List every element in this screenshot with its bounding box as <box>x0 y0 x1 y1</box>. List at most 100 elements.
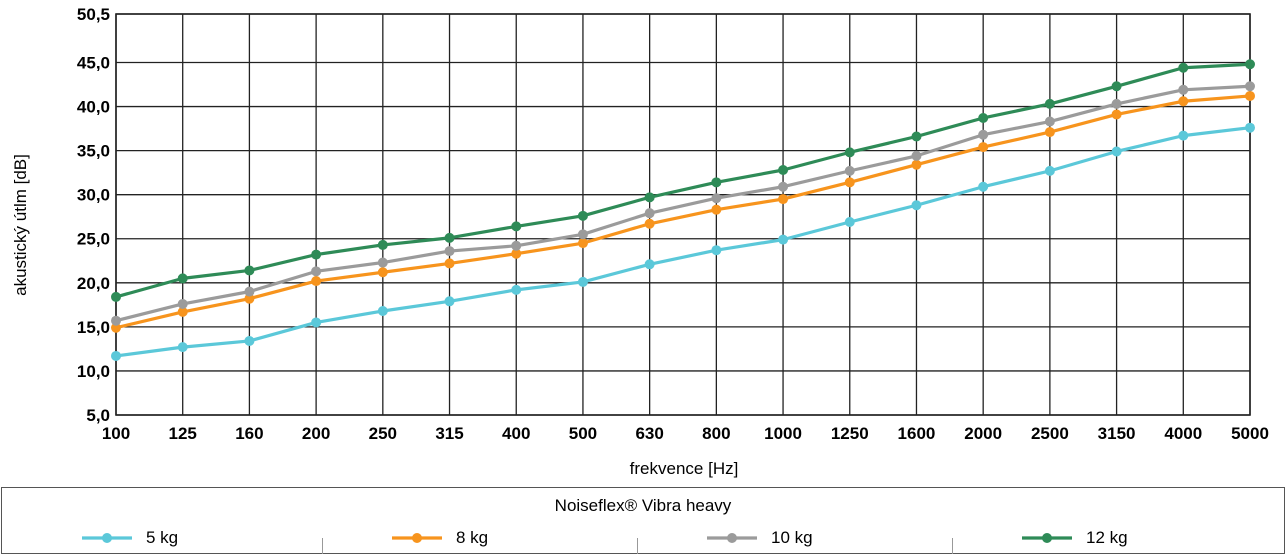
data-point <box>644 192 655 203</box>
x-tick-label: 125 <box>169 424 197 443</box>
y-tick-label: 5,0 <box>86 406 110 425</box>
x-tick-label: 800 <box>702 424 730 443</box>
data-point <box>644 208 655 219</box>
y-tick-label: 10,0 <box>77 362 110 381</box>
x-tick-label: 500 <box>569 424 597 443</box>
data-point <box>644 259 655 270</box>
x-tick-label: 1250 <box>831 424 869 443</box>
data-point <box>1245 59 1255 70</box>
series-line <box>115 126 1251 358</box>
x-tick-label: 250 <box>369 424 397 443</box>
data-point <box>244 335 255 346</box>
data-point <box>844 177 855 188</box>
data-point <box>1111 98 1122 109</box>
legend-label: 5 kg <box>146 528 179 547</box>
legend-swatch <box>392 533 442 543</box>
data-point <box>1178 96 1189 107</box>
data-point <box>177 342 188 353</box>
legend-items: 5 kg 8 kg 10 kg 12 kg <box>2 524 1284 554</box>
data-point <box>244 286 255 297</box>
data-point <box>511 240 522 251</box>
data-point <box>377 239 388 250</box>
y-axis-label: akustický útlm [dB] <box>11 154 30 296</box>
data-point <box>1178 62 1189 73</box>
data-point <box>111 322 121 333</box>
data-point <box>1245 81 1255 92</box>
data-point <box>511 221 522 232</box>
legend-item: 12 kg <box>1022 524 1128 552</box>
legend: Noiseflex® Vibra heavy 5 kg 8 kg 10 kg 12 k… <box>1 487 1285 554</box>
data-point <box>844 147 855 158</box>
data-point <box>711 245 722 256</box>
y-tick-label: 35,0 <box>77 142 110 161</box>
series-line <box>115 94 1251 330</box>
data-point <box>778 194 789 205</box>
data-point <box>844 216 855 227</box>
legend-label: 10 kg <box>771 528 813 547</box>
data-point <box>1111 81 1122 92</box>
series-8-kg <box>111 90 1255 333</box>
legend-swatch <box>82 533 132 543</box>
data-point <box>444 258 455 269</box>
legend-title: Noiseflex® Vibra heavy <box>554 496 732 515</box>
y-tick-label: 20,0 <box>77 274 110 293</box>
data-point <box>111 291 121 302</box>
x-tick-label: 1600 <box>898 424 936 443</box>
series-10-kg <box>111 81 1255 326</box>
data-point <box>311 266 322 277</box>
legend-swatch <box>1022 533 1072 543</box>
x-tick-label: 2000 <box>964 424 1002 443</box>
data-point <box>577 238 588 249</box>
chart-series <box>111 59 1255 361</box>
data-point <box>444 246 455 257</box>
data-point <box>244 265 255 276</box>
series-line <box>115 84 1251 323</box>
data-point <box>377 306 388 317</box>
x-tick-label: 200 <box>302 424 330 443</box>
data-point <box>911 150 922 161</box>
data-point <box>244 293 255 304</box>
data-point <box>711 204 722 215</box>
y-tick-label: 45,0 <box>77 53 110 72</box>
y-tick-label: 15,0 <box>77 318 110 337</box>
data-point <box>1111 109 1122 120</box>
data-point <box>978 129 989 140</box>
legend-separator <box>952 538 953 554</box>
data-point <box>1044 116 1055 127</box>
data-point <box>1178 130 1189 141</box>
x-tick-label: 1000 <box>764 424 802 443</box>
y-tick-label: 50,5 <box>77 5 110 24</box>
x-tick-label: 100 <box>102 424 130 443</box>
x-tick-label: 5000 <box>1231 424 1269 443</box>
data-point <box>1178 84 1189 95</box>
y-axis-ticks: 5,0 10,0 15,0 20,0 25,0 30,0 35,0 40,0 45,0 50,5 <box>77 5 110 425</box>
x-tick-label: 400 <box>502 424 530 443</box>
data-point <box>577 276 588 287</box>
data-point <box>1044 127 1055 138</box>
legend-label: 8 kg <box>456 528 489 547</box>
data-point <box>444 296 455 307</box>
x-tick-label: 2500 <box>1031 424 1069 443</box>
x-tick-label: 3150 <box>1098 424 1136 443</box>
data-point <box>311 276 322 287</box>
x-tick-label: 160 <box>235 424 263 443</box>
data-point <box>577 210 588 221</box>
x-axis-label: frekvence [Hz] <box>630 459 739 478</box>
data-point <box>711 177 722 188</box>
data-point <box>978 181 989 192</box>
data-point <box>177 306 188 317</box>
data-point <box>778 181 789 192</box>
data-point <box>577 229 588 240</box>
data-point <box>444 232 455 243</box>
legend-swatch <box>707 533 757 543</box>
legend-separator <box>322 538 323 554</box>
data-point <box>311 249 322 260</box>
data-point <box>978 142 989 153</box>
y-tick-label: 30,0 <box>77 186 110 205</box>
data-point <box>778 234 789 245</box>
data-point <box>1044 165 1055 176</box>
data-point <box>111 350 121 361</box>
data-point <box>511 284 522 295</box>
x-tick-label: 630 <box>635 424 663 443</box>
series-line <box>115 62 1251 299</box>
